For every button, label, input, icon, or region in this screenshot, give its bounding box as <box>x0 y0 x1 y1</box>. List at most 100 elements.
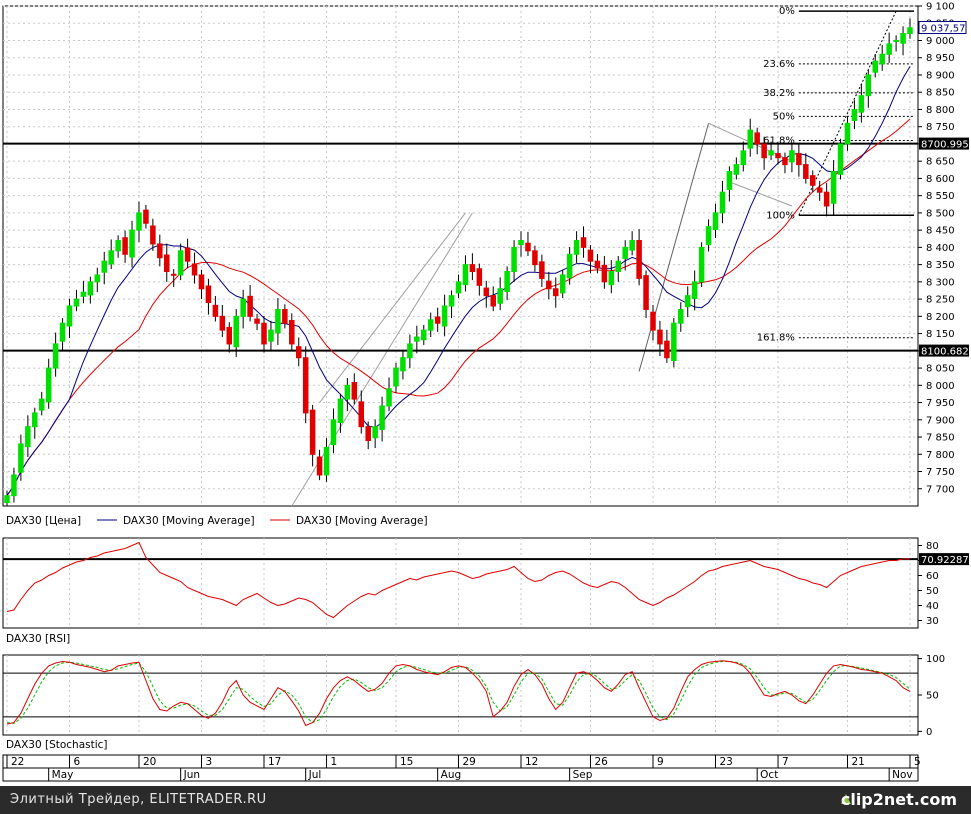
candle <box>532 245 538 272</box>
day-tick-label: 22 <box>11 756 24 768</box>
candle <box>261 316 267 353</box>
candle <box>184 238 191 269</box>
candle <box>268 320 274 352</box>
candle-body <box>858 95 865 113</box>
y-tick-label: 8 850 <box>926 88 955 99</box>
y-tick-label: 8 400 <box>926 243 955 254</box>
candle <box>643 270 649 319</box>
candle <box>879 44 885 71</box>
candle-body <box>136 212 142 231</box>
candle <box>254 313 260 331</box>
candle <box>705 219 712 252</box>
candle <box>775 142 781 165</box>
y-tick-label: 60 <box>926 571 939 582</box>
candle <box>886 32 892 63</box>
candle <box>712 203 719 239</box>
candle <box>101 251 108 285</box>
candle <box>761 136 767 170</box>
fib-label: 161.8% <box>757 333 795 344</box>
y-tick-label: 50 <box>926 586 939 597</box>
candle <box>754 127 760 155</box>
month-tick-label: May <box>52 769 74 781</box>
candle <box>164 243 170 282</box>
candle-body <box>643 275 649 310</box>
legend-ma-slow: DAX30 [Moving Average] <box>296 515 428 527</box>
y-tick-label: 0 <box>926 727 932 738</box>
y-tick-label: 8 300 <box>926 277 955 288</box>
candle-body <box>900 33 906 44</box>
candle <box>907 18 913 39</box>
candle-body <box>316 456 323 476</box>
candle <box>823 182 830 217</box>
candle <box>52 332 59 377</box>
candle <box>726 166 733 202</box>
candle-body <box>122 237 128 255</box>
candle-body <box>664 340 670 359</box>
candle-body <box>101 260 108 273</box>
candle <box>198 269 205 300</box>
stochastic-title: DAX30 [Stochastic] <box>6 739 108 751</box>
candle-body <box>184 247 191 262</box>
y-tick-label: 8 000 <box>926 381 955 392</box>
y-tick-label: 8 650 <box>926 157 955 168</box>
candle <box>129 220 135 268</box>
candle <box>615 256 622 282</box>
rsi-title: DAX30 [RSI] <box>6 633 70 645</box>
candle <box>115 235 121 258</box>
candle-body <box>38 398 45 411</box>
candle <box>25 415 31 458</box>
candle-body <box>59 322 66 342</box>
level-label-box <box>919 137 969 150</box>
candle-body <box>351 382 358 400</box>
candle <box>469 253 476 281</box>
channel-line <box>729 181 793 207</box>
candle <box>837 138 844 180</box>
candle-body <box>691 281 698 299</box>
y-tick-label: 7 700 <box>926 484 955 495</box>
y-tick-label: 8 950 <box>926 53 955 64</box>
day-tick-label: 17 <box>268 756 281 768</box>
candle <box>386 377 392 412</box>
candle-body <box>580 237 587 248</box>
candle-body <box>448 295 455 307</box>
candle-body <box>323 446 330 476</box>
candle-body <box>275 308 281 334</box>
candle-body <box>768 150 774 156</box>
candle-body <box>434 316 441 324</box>
candle <box>289 313 295 351</box>
candle-body <box>302 357 309 414</box>
candle <box>434 307 441 332</box>
legend-ma-fast: DAX30 [Moving Average] <box>123 515 255 527</box>
candle <box>18 434 24 481</box>
candle-body <box>358 401 365 428</box>
candle <box>157 234 163 267</box>
candle <box>351 373 358 405</box>
candle <box>858 84 865 123</box>
candle-body <box>66 305 73 327</box>
candle <box>594 253 601 274</box>
channel-line <box>319 212 466 403</box>
level-label: 8700.995 <box>921 140 969 151</box>
candle <box>421 324 427 345</box>
fib-label: 50% <box>773 111 795 122</box>
candle <box>608 260 615 294</box>
y-tick-label: 8 350 <box>926 260 955 271</box>
candle-body <box>726 171 733 190</box>
candle-body <box>865 74 872 97</box>
candle-body <box>879 53 885 65</box>
candle-body <box>809 175 816 186</box>
candle-body <box>177 250 184 276</box>
candle-body <box>164 254 170 273</box>
candle <box>552 277 559 308</box>
candle <box>379 396 385 442</box>
y-tick-label: 7 800 <box>926 450 955 461</box>
candle-body <box>11 474 17 497</box>
fib-label: 0% <box>779 6 795 17</box>
candle-body <box>427 319 434 331</box>
stochastic-line <box>6 660 911 727</box>
candle <box>525 231 531 256</box>
candle <box>309 404 316 467</box>
candle <box>768 141 774 161</box>
candle <box>504 266 510 301</box>
